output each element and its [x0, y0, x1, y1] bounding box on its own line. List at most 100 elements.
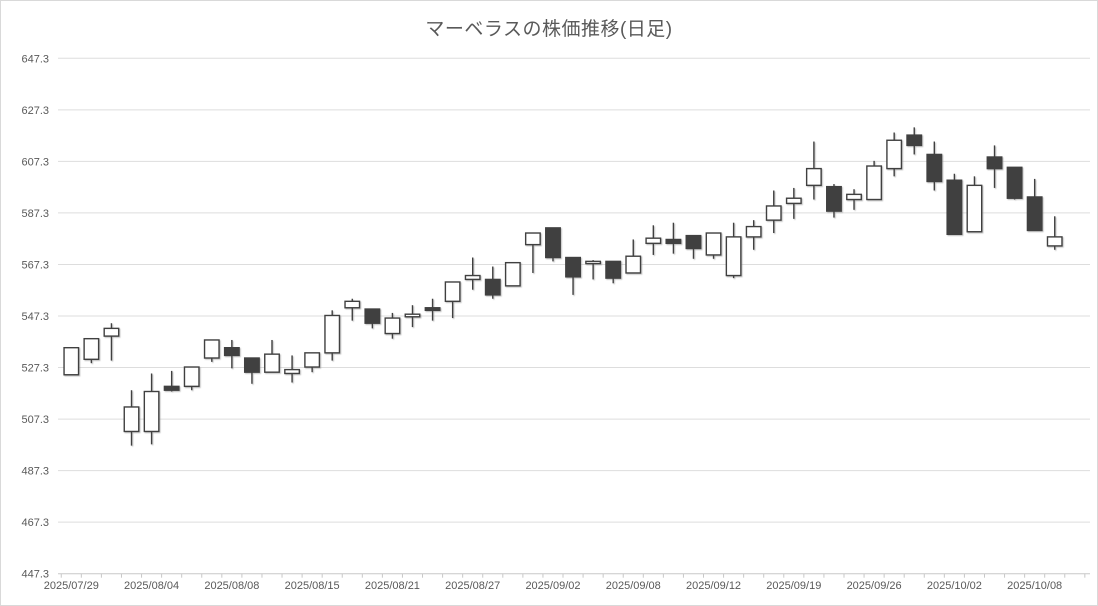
candle-body-up — [886, 139, 903, 170]
candle-37 — [785, 187, 802, 219]
candle-body-down — [565, 256, 581, 278]
candle-body-up — [143, 390, 160, 433]
x-axis-label: 2025/08/21 — [365, 580, 420, 592]
candle-body-up — [203, 339, 220, 359]
y-axis-label: 607.3 — [21, 156, 49, 168]
gridlines — [58, 57, 1090, 575]
candle-10 — [243, 357, 260, 384]
x-axis-label: 2025/08/08 — [204, 580, 259, 592]
candle-body-up — [1046, 236, 1063, 247]
candle-body-up — [705, 232, 722, 256]
candle-body-up — [284, 368, 301, 375]
candle-body-up — [183, 366, 200, 388]
candle-49 — [1026, 178, 1043, 232]
candle-11 — [264, 339, 280, 373]
candle-body-down — [243, 357, 260, 373]
candle-body-down — [906, 134, 923, 147]
candle-body-down — [665, 238, 682, 245]
candle-2 — [83, 337, 100, 364]
y-axis-label: 547.3 — [21, 311, 49, 323]
candle-13 — [304, 352, 321, 373]
candle-body-down — [826, 185, 842, 212]
candle-48 — [1006, 166, 1023, 200]
candle-body-down — [946, 179, 963, 236]
candle-body-down — [605, 260, 622, 279]
x-axis-label: 2025/09/26 — [847, 580, 902, 592]
candle-50 — [1046, 216, 1063, 250]
x-axis-label: 2025/09/02 — [525, 580, 580, 592]
candle-body-up — [645, 237, 662, 245]
candle-36 — [765, 190, 782, 234]
candle-body-down — [364, 308, 381, 324]
candle-23 — [504, 261, 521, 287]
candle-body-down — [484, 278, 501, 296]
candle-body-up — [63, 346, 80, 376]
candle-body-up — [123, 406, 140, 433]
candle-47 — [986, 145, 1003, 188]
candle-24 — [524, 232, 541, 273]
candle-body-up — [83, 337, 100, 360]
candle-45 — [946, 173, 963, 236]
candle-12 — [284, 355, 301, 383]
candle-22 — [484, 266, 501, 299]
candle-21 — [464, 257, 481, 290]
candle-8 — [203, 339, 220, 362]
candle-44 — [926, 141, 943, 191]
candle-body-up — [384, 317, 401, 335]
candle-32 — [685, 234, 702, 259]
candle-body-down — [1006, 166, 1023, 199]
candle-body-up — [765, 205, 782, 221]
y-axis-labels: 647.3 627.3 607.3 587.3 567.3 547.3 527.3 507.3… — [21, 53, 49, 580]
y-axis-label: 567.3 — [21, 259, 49, 271]
candle-1 — [63, 346, 80, 376]
x-axis-label: 2025/09/08 — [606, 580, 661, 592]
candle-27 — [585, 260, 602, 280]
candle-30 — [645, 225, 662, 255]
candle-body-down — [685, 234, 702, 250]
candle-body-up — [846, 193, 862, 201]
candle-41 — [866, 160, 883, 201]
y-axis-label: 627.3 — [21, 105, 49, 117]
candle-7 — [183, 366, 200, 391]
candle-29 — [625, 239, 642, 274]
candle-3 — [103, 323, 120, 361]
y-axis-label: 647.3 — [21, 53, 49, 65]
candles — [63, 127, 1063, 446]
candle-46 — [966, 176, 983, 233]
y-axis-label: 587.3 — [21, 208, 49, 220]
candle-6 — [163, 370, 180, 392]
candle-body-up — [524, 232, 541, 246]
candle-body-up — [745, 225, 762, 238]
candle-35 — [745, 220, 762, 250]
candle-body-up — [585, 260, 602, 265]
candle-39 — [826, 184, 842, 218]
y-axis-label: 527.3 — [21, 363, 49, 375]
candle-16 — [364, 308, 381, 329]
candle-body-down — [1026, 196, 1043, 232]
candle-body-up — [966, 184, 983, 233]
candle-33 — [705, 232, 722, 259]
x-axis-label: 2025/10/08 — [1007, 580, 1062, 592]
candle-25 — [545, 227, 561, 262]
candle-body-down — [163, 385, 180, 391]
candle-18 — [404, 305, 421, 328]
chart-title: マーベラスの株価推移(日足) — [425, 19, 673, 40]
x-axis-label: 2025/09/19 — [766, 580, 821, 592]
x-axis-labels: 2025/07/29 2025/08/04 2025/08/08 2025/08/15… — [44, 580, 1062, 592]
candle-34 — [725, 222, 742, 279]
candle-19 — [424, 298, 441, 321]
candle-body-up — [304, 352, 321, 368]
candle-40 — [846, 189, 862, 210]
candle-body-down — [545, 227, 561, 259]
candle-body-up — [103, 327, 120, 337]
candle-body-up — [725, 236, 742, 277]
candle-20 — [444, 281, 461, 319]
x-axis-label: 2025/10/02 — [927, 580, 982, 592]
y-axis-label: 447.3 — [21, 569, 49, 581]
candle-26 — [565, 256, 581, 295]
candle-body-up — [444, 281, 461, 303]
y-axis-label: 507.3 — [21, 414, 49, 426]
x-axis-label: 2025/07/29 — [44, 580, 99, 592]
